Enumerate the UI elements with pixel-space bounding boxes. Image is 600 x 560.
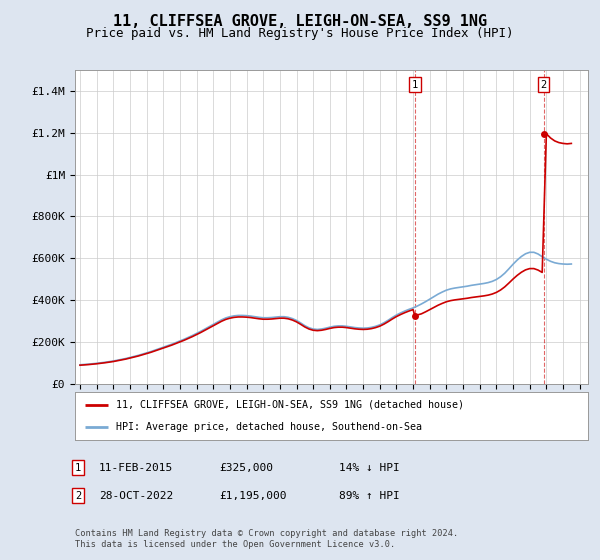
Text: 28-OCT-2022: 28-OCT-2022 xyxy=(99,491,173,501)
Text: 1: 1 xyxy=(75,463,81,473)
Text: £1,195,000: £1,195,000 xyxy=(219,491,287,501)
Text: 11, CLIFFSEA GROVE, LEIGH-ON-SEA, SS9 1NG: 11, CLIFFSEA GROVE, LEIGH-ON-SEA, SS9 1N… xyxy=(113,14,487,29)
Text: HPI: Average price, detached house, Southend-on-Sea: HPI: Average price, detached house, Sout… xyxy=(116,422,422,432)
Text: 11, CLIFFSEA GROVE, LEIGH-ON-SEA, SS9 1NG (detached house): 11, CLIFFSEA GROVE, LEIGH-ON-SEA, SS9 1N… xyxy=(116,400,464,410)
Text: 89% ↑ HPI: 89% ↑ HPI xyxy=(339,491,400,501)
Text: 1: 1 xyxy=(412,80,418,90)
Text: 2: 2 xyxy=(541,80,547,90)
Text: Price paid vs. HM Land Registry's House Price Index (HPI): Price paid vs. HM Land Registry's House … xyxy=(86,27,514,40)
Text: 11-FEB-2015: 11-FEB-2015 xyxy=(99,463,173,473)
Text: £325,000: £325,000 xyxy=(219,463,273,473)
Text: 2: 2 xyxy=(75,491,81,501)
Text: 14% ↓ HPI: 14% ↓ HPI xyxy=(339,463,400,473)
Text: Contains HM Land Registry data © Crown copyright and database right 2024.
This d: Contains HM Land Registry data © Crown c… xyxy=(75,529,458,549)
